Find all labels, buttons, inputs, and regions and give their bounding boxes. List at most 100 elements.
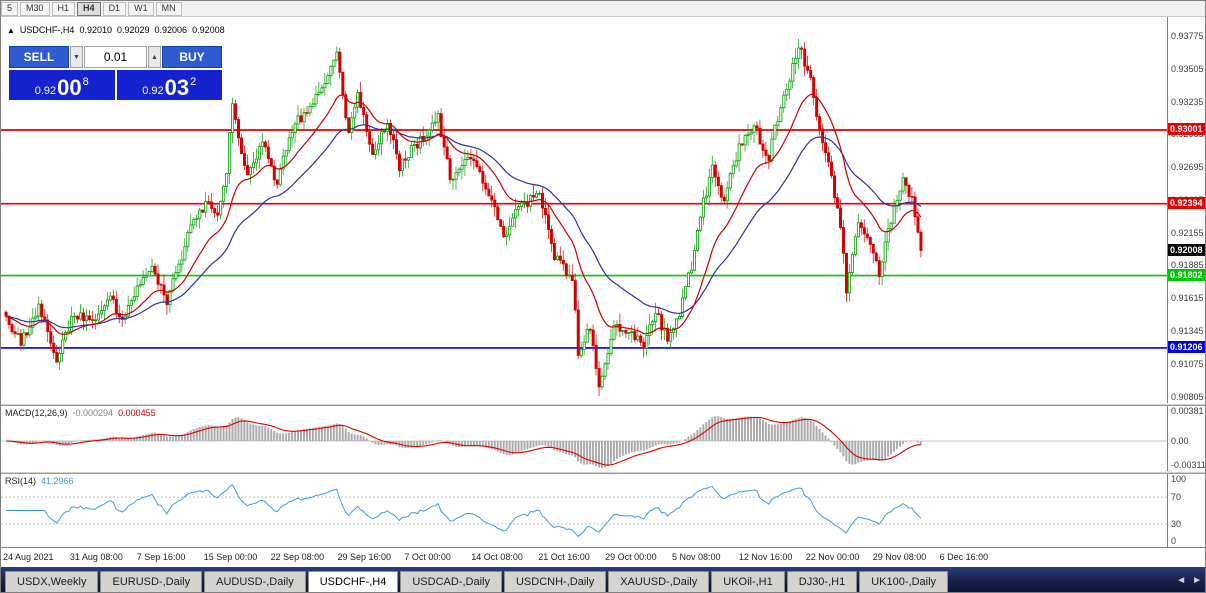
macd-axis-label: 0.00381 (1171, 406, 1204, 416)
price-line-tag: 0.92008 (1168, 243, 1205, 256)
chart-tab-xauusd-daily[interactable]: XAUUSD-,Daily (608, 571, 710, 592)
price-axis-label: 0.92155 (1171, 227, 1204, 238)
sell-price-point: 8 (82, 76, 89, 88)
macd-label: MACD(12,26,9) -0.000294 0.000455 (5, 408, 156, 418)
time-axis-label: 5 Nov 08:00 (672, 552, 721, 562)
tab-scroll-left-icon[interactable]: ◄ (1176, 575, 1187, 586)
price-axis-label: 0.90805 (1171, 391, 1204, 402)
price-axis-label: 0.93505 (1171, 63, 1204, 74)
chart-ohlc-title: ▲ USDCHF-,H4 0.92010 0.92029 0.92006 0.9… (7, 25, 225, 35)
rsi-name: RSI(14) (5, 476, 37, 486)
tab-scroll-right-icon[interactable]: ► (1192, 575, 1202, 586)
price-axis-label: 0.91885 (1171, 260, 1204, 271)
timeframe-button-d1[interactable]: D1 (102, 1, 127, 16)
ohlc-close: 0.92008 (192, 25, 225, 35)
price-axis-label: 0.93235 (1171, 96, 1204, 107)
price-axis-label: 0.92695 (1171, 162, 1204, 173)
main-chart-panel: ▲ USDCHF-,H4 0.92010 0.92029 0.92006 0.9… (1, 17, 1205, 403)
time-axis-label: 6 Dec 16:00 (939, 552, 989, 562)
macd-axis[interactable]: 0.00381 0.00 -0.00311 (1167, 406, 1206, 471)
buy-price-pips: 03 (164, 75, 190, 100)
rsi-axis[interactable]: 100 70 30 0 (1167, 474, 1205, 547)
buy-price-display[interactable]: 0.92 03 2 (116, 70, 222, 100)
time-axis-label: 24 Aug 2021 (3, 552, 54, 562)
rsi-canvas[interactable] (1, 474, 1167, 547)
time-axis-label: 12 Nov 16:00 (738, 552, 793, 562)
price-axis-label: 0.91075 (1171, 358, 1204, 369)
timeframe-button-h1[interactable]: H1 (51, 1, 76, 16)
time-axis-label: 7 Sep 16:00 (136, 552, 186, 562)
timeframe-button-w1[interactable]: W1 (128, 1, 154, 16)
timeframe-toolbar: 5 M30 H1 H4 D1 W1 MN (1, 1, 1205, 17)
macd-axis-label: 0.00 (1171, 436, 1189, 446)
rsi-axis-label: 100 (1171, 474, 1187, 484)
price-axis-label: 0.91345 (1171, 326, 1204, 337)
rsi-axis-label: 0 (1171, 536, 1177, 546)
time-axis-label: 31 Aug 08:00 (69, 552, 123, 562)
chart-tab-uk100-daily[interactable]: UK100-,Daily (859, 571, 949, 592)
chart-tab-dj30-h1[interactable]: DJ30-,H1 (786, 571, 858, 592)
chart-tab-usdcad-daily[interactable]: USDCAD-,Daily (400, 571, 502, 592)
buy-button[interactable]: BUY (162, 46, 222, 68)
timeframe-button-h4[interactable]: H4 (77, 1, 101, 16)
buy-price-head: 0.92 (142, 85, 164, 97)
price-axis-label: 0.93775 (1171, 31, 1204, 41)
timeframe-button-5[interactable]: 5 (1, 1, 19, 16)
price-axis[interactable]: 0.937750.935050.932350.929650.926950.924… (1167, 17, 1205, 403)
buy-price-point: 2 (190, 76, 197, 88)
rsi-axis-label: 70 (1171, 492, 1182, 503)
price-line-tag: 0.91802 (1168, 268, 1205, 281)
macd-main-value: -0.000294 (72, 408, 114, 418)
time-axis-label: 29 Nov 08:00 (872, 552, 927, 562)
rsi-label: RSI(14) 41.2966 (5, 476, 74, 486)
candlestick-canvas[interactable] (1, 17, 1167, 403)
price-axis-label: 0.91615 (1171, 293, 1204, 304)
macd-axis-label: -0.00311 (1171, 460, 1206, 471)
sell-price-head: 0.92 (34, 85, 57, 97)
macd-name: MACD(12,26,9) (5, 408, 68, 418)
time-axis-label: 7 Oct 00:00 (404, 552, 451, 562)
sell-price-pips: 00 (57, 75, 82, 100)
sell-button[interactable]: SELL (9, 46, 69, 68)
trade-panel-toggle-icon[interactable]: ▲ (7, 25, 15, 35)
chart-tab-usdchf-h4[interactable]: USDCHF-,H4 (307, 571, 399, 592)
chart-tab-usdx-weekly[interactable]: USDX,Weekly (5, 571, 99, 592)
time-axis-label: 14 Oct 08:00 (471, 552, 523, 562)
panel-splitter[interactable] (1, 471, 1205, 474)
rsi-axis-label: 30 (1171, 518, 1182, 529)
lot-increase-button[interactable]: ▲ (148, 46, 161, 68)
chart-window: ▲ USDCHF-,H4 0.92010 0.92029 0.92006 0.9… (1, 17, 1206, 567)
macd-panel: MACD(12,26,9) -0.000294 0.000455 0.00381… (1, 406, 1206, 471)
time-axis-label: 29 Oct 00:00 (605, 552, 657, 562)
price-line-tag: 0.93001 (1168, 122, 1205, 135)
price-line-tag: 0.92394 (1168, 196, 1205, 209)
chart-tab-usdcnh-daily[interactable]: USDCNH-,Daily (503, 571, 607, 592)
timeframe-button-mn[interactable]: MN (155, 1, 182, 16)
panel-splitter[interactable] (1, 403, 1205, 406)
chart-tab-audusd-daily[interactable]: AUDUSD-,Daily (204, 571, 306, 592)
tab-scroll-controls: ◄ ► (1176, 575, 1202, 587)
time-axis-label: 29 Sep 16:00 (337, 552, 392, 562)
chart-tab-ukoil-h1[interactable]: UKOil-,H1 (711, 571, 785, 592)
chart-tabs: USDX,Weekly EURUSD-,Daily AUDUSD-,Daily USD… (5, 571, 949, 592)
time-axis-label: 15 Sep 00:00 (203, 552, 258, 562)
macd-canvas[interactable] (1, 406, 1167, 471)
time-axis[interactable]: 24 Aug 2021 31 Aug 08:00 7 Sep 16:00 15 Sep… (1, 547, 1205, 567)
chart-tab-bar: USDX,Weekly EURUSD-,Daily AUDUSD-,Daily USD… (1, 567, 1205, 592)
lot-size-input[interactable] (84, 46, 147, 68)
ohlc-high: 0.92029 (116, 25, 150, 35)
sell-price-display[interactable]: 0.92 00 8 (9, 70, 115, 100)
ohlc-open: 0.92010 (79, 25, 112, 35)
timeframe-button-m30[interactable]: M30 (20, 1, 50, 16)
time-axis-label: 22 Nov 00:00 (805, 552, 860, 562)
ohlc-low: 0.92006 (154, 25, 188, 35)
macd-signal-value: 0.000455 (118, 408, 156, 418)
rsi-panel: RSI(14) 41.2966 100 70 30 0 (1, 474, 1205, 547)
price-line-tag: 0.91206 (1168, 340, 1205, 353)
chart-symbol-period: USDCHF-,H4 (19, 25, 75, 35)
lot-decrease-button[interactable]: ▼ (70, 46, 83, 68)
time-axis-label: 21 Oct 16:00 (538, 552, 590, 562)
chart-tab-eurusd-daily[interactable]: EURUSD-,Daily (100, 571, 203, 592)
